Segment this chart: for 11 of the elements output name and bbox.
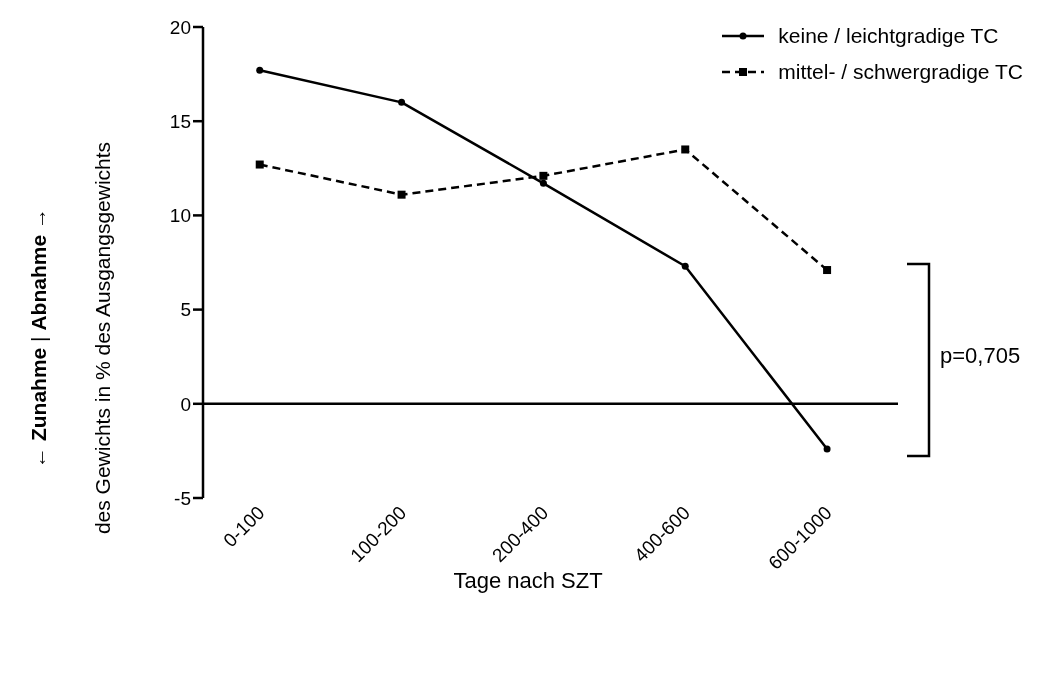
text: p=0,705 (940, 343, 1021, 369)
y-tick-label: 20 (169, 16, 191, 38)
legend-label: mittel- / schwergradige TC (778, 60, 1023, 84)
legend-label: keine / leichtgradige TC (778, 24, 999, 48)
y-tick-label: -5 (174, 487, 191, 509)
y-tick-label: 15 (169, 110, 191, 132)
y-tick-label: 0 (180, 393, 191, 415)
y-tick-label: 10 (169, 205, 191, 227)
text: ← Zunahme | Abnahme → des Gewichts in % des Ausgangsgewichts (27, 141, 114, 535)
y-tick-label: 5 (180, 299, 191, 321)
x-axis-title: Tage nach SZT (452, 568, 604, 594)
